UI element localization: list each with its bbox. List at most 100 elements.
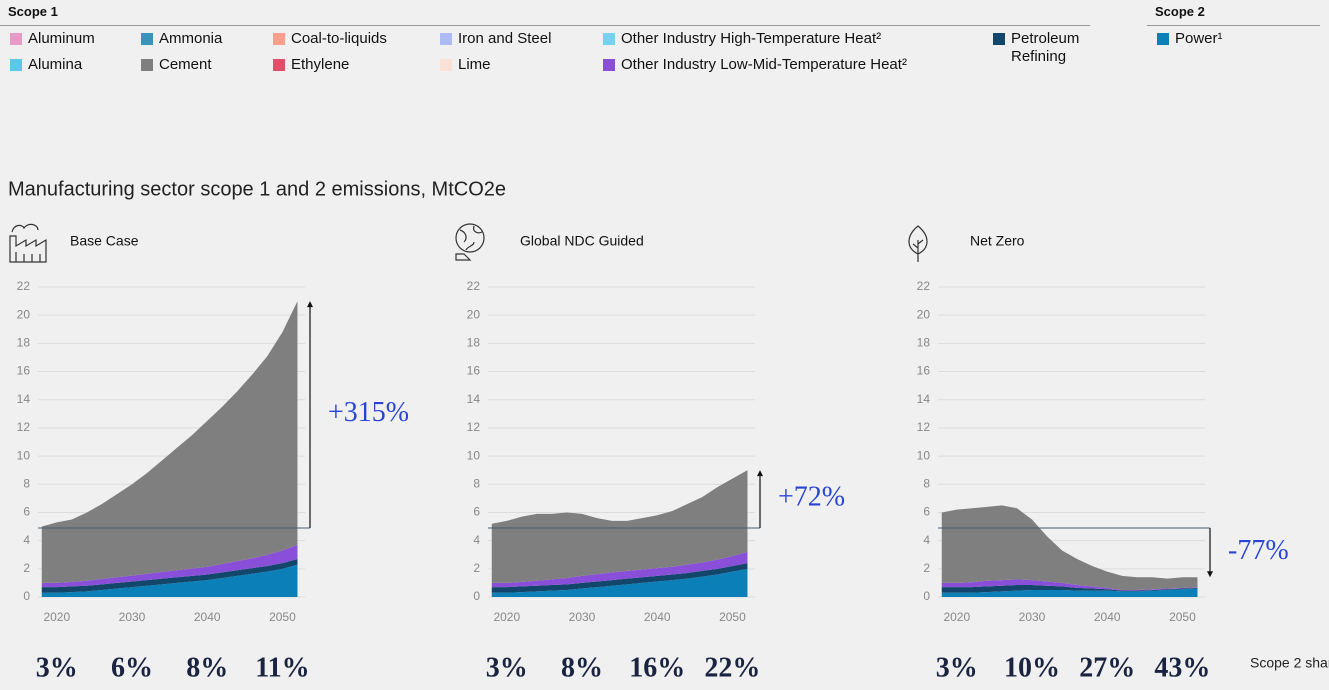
chart-title: Global NDC Guided [520,233,644,249]
y-tick-label: 14 [17,392,31,406]
legend-item: Aluminum [10,30,141,56]
legend-swatch [10,59,22,71]
legend-swatch [273,33,285,45]
share-value: 6% [111,652,153,683]
legend-swatch [1157,33,1169,45]
x-tick-label: 2020 [43,610,70,624]
legend-label: Coal-to-liquids [291,30,387,47]
y-tick-label: 12 [17,420,31,434]
change-label: -77% [1228,535,1289,566]
area [491,568,748,597]
arrow-head [307,301,313,308]
legend-item: Ammonia [141,30,273,56]
share-value: 11% [255,652,309,683]
arrow-head [757,470,763,477]
y-tick-label: 0 [23,589,30,603]
y-tick-label: 0 [923,589,930,603]
y-tick-label: 20 [17,307,31,321]
legend-swatch [10,33,22,45]
y-tick-label: 8 [923,476,930,490]
y-tick-label: 10 [467,448,481,462]
x-tick-label: 2050 [269,610,296,624]
share-value: 27% [1079,652,1135,683]
legend-swatch [440,59,452,71]
y-tick-label: 22 [917,279,931,293]
y-tick-label: 2 [473,561,480,575]
area [941,588,1198,597]
x-tick-label: 2040 [194,610,221,624]
area [941,579,1198,591]
y-tick-label: 8 [473,476,480,490]
share-value: 43% [1154,652,1210,683]
icon-leaf [908,225,928,262]
chart-title: Base Case [70,233,139,249]
legend-swatch [440,33,452,45]
legend-swatch [603,33,615,45]
area [491,470,748,583]
legend-label: Alumina [28,56,83,73]
x-tick-label: 2030 [1019,610,1046,624]
x-tick-label: 2040 [1094,610,1121,624]
x-tick-label: 2050 [1169,610,1196,624]
y-tick-label: 20 [917,307,931,321]
legend-swatch [993,33,1005,45]
share-value: 10% [1004,652,1060,683]
y-tick-label: 4 [923,533,930,547]
legend-item: Cement [141,56,273,82]
y-tick-label: 20 [467,307,481,321]
x-tick-label: 2050 [719,610,746,624]
legend-label: Ammonia [159,30,223,47]
y-tick-label: 14 [467,392,481,406]
legend-label: Aluminum [28,30,95,47]
legend-item: Lime [440,56,603,82]
icon-factory [9,223,47,263]
y-tick-label: 14 [917,392,931,406]
y-tick-label: 10 [17,448,31,462]
share-value: 8% [561,652,603,683]
change-label: +315% [328,397,409,428]
x-tick-label: 2020 [943,610,970,624]
legend-title: Scope 1 [0,0,1090,26]
y-tick-label: 4 [473,533,480,547]
legend-label: Petroleum Refining [1011,30,1080,65]
change-label: +72% [778,481,845,512]
arrow-head [1207,571,1213,578]
legend-swatch [273,59,285,71]
legend-title: Scope 2 [1147,0,1320,26]
area [41,564,298,597]
share-value: 3% [486,652,528,683]
legend-label: Other Industry High-Temperature Heat² [621,30,882,47]
y-tick-label: 18 [17,336,31,350]
share-value: 3% [36,652,78,683]
y-tick-label: 16 [467,364,481,378]
x-tick-label: 2020 [493,610,520,624]
main-title: Manufacturing sector scope 1 and 2 emiss… [8,178,506,200]
legend-item: Coal-to-liquids [273,30,440,56]
legend-item: Other Industry High-Temperature Heat² [603,30,993,56]
share-value: 22% [704,652,760,683]
legend-swatch [141,59,153,71]
y-tick-label: 8 [23,476,30,490]
y-tick-label: 2 [23,561,30,575]
y-tick-label: 12 [467,420,481,434]
share-label: Scope 2 share [1250,655,1329,671]
area [491,563,748,593]
area [41,558,298,593]
legend-group: Scope 1 Aluminum Alumina Ammonia Cement Coal… [0,0,1090,82]
x-tick-label: 2030 [119,610,146,624]
share-value: 3% [936,652,978,683]
icon-globe [455,223,485,261]
y-tick-label: 12 [917,420,931,434]
legend-item: Iron and Steel [440,30,603,56]
legend-group: Scope 2 Power¹ [1147,0,1320,82]
legend-label: Power¹ [1175,30,1223,47]
legend-item: Ethylene [273,56,440,82]
area [941,585,1198,593]
y-tick-label: 0 [473,589,480,603]
y-tick-label: 10 [917,448,931,462]
chart-title: Net Zero [970,233,1025,249]
legend-item: Power¹ [1157,30,1307,56]
legend-label: Lime [458,56,491,73]
